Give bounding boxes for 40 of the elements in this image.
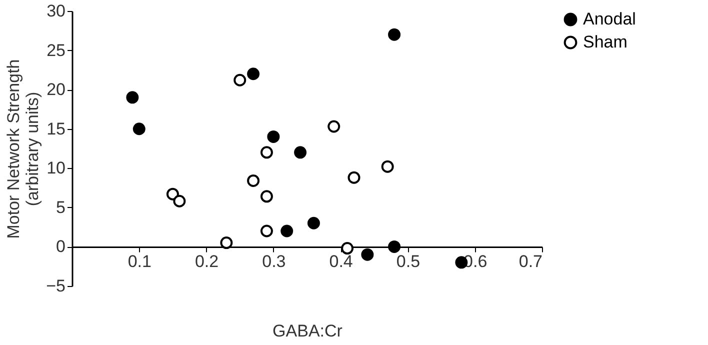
y-tick-label: 5 <box>56 198 66 217</box>
x-tick-label: 0.3 <box>262 252 286 272</box>
point <box>173 194 186 208</box>
x-tick-label: 0.1 <box>128 252 152 272</box>
point <box>267 130 280 143</box>
point <box>307 216 320 230</box>
y-tick-label: 10 <box>46 158 66 178</box>
point <box>220 236 233 250</box>
x-tick-label: 0.7 <box>518 252 542 272</box>
y-tick-label: 25 <box>46 40 66 60</box>
point <box>247 68 260 80</box>
point <box>260 146 273 159</box>
y-axis-title: Motor Network Strength (arbitrary units) <box>4 59 42 239</box>
point <box>388 28 401 41</box>
legend-label: Anodal <box>583 10 636 28</box>
x-tick-label: 0.2 <box>194 252 219 272</box>
point <box>132 122 146 136</box>
x-tick-label: 0.5 <box>396 252 420 272</box>
point <box>260 190 273 203</box>
point <box>247 174 260 187</box>
y-tick-label: 20 <box>46 80 66 100</box>
point <box>348 171 360 184</box>
point <box>126 91 139 104</box>
point <box>260 224 273 238</box>
point <box>234 74 246 86</box>
legend-label: Sham <box>583 32 628 52</box>
point <box>388 240 401 253</box>
point <box>328 120 340 133</box>
y-tick-label: 30 <box>46 2 66 20</box>
y-tick-label: −5 <box>46 276 66 296</box>
point <box>166 188 179 200</box>
y-tick-label: 0 <box>56 237 66 256</box>
y-tick-label: 15 <box>46 119 66 138</box>
point <box>280 224 294 238</box>
point <box>294 146 307 159</box>
x-tick-label: 0.4 <box>329 252 353 272</box>
point <box>341 242 354 255</box>
x-axis-title: GABA:Cr <box>272 322 343 340</box>
point <box>381 160 394 173</box>
point <box>361 248 374 261</box>
